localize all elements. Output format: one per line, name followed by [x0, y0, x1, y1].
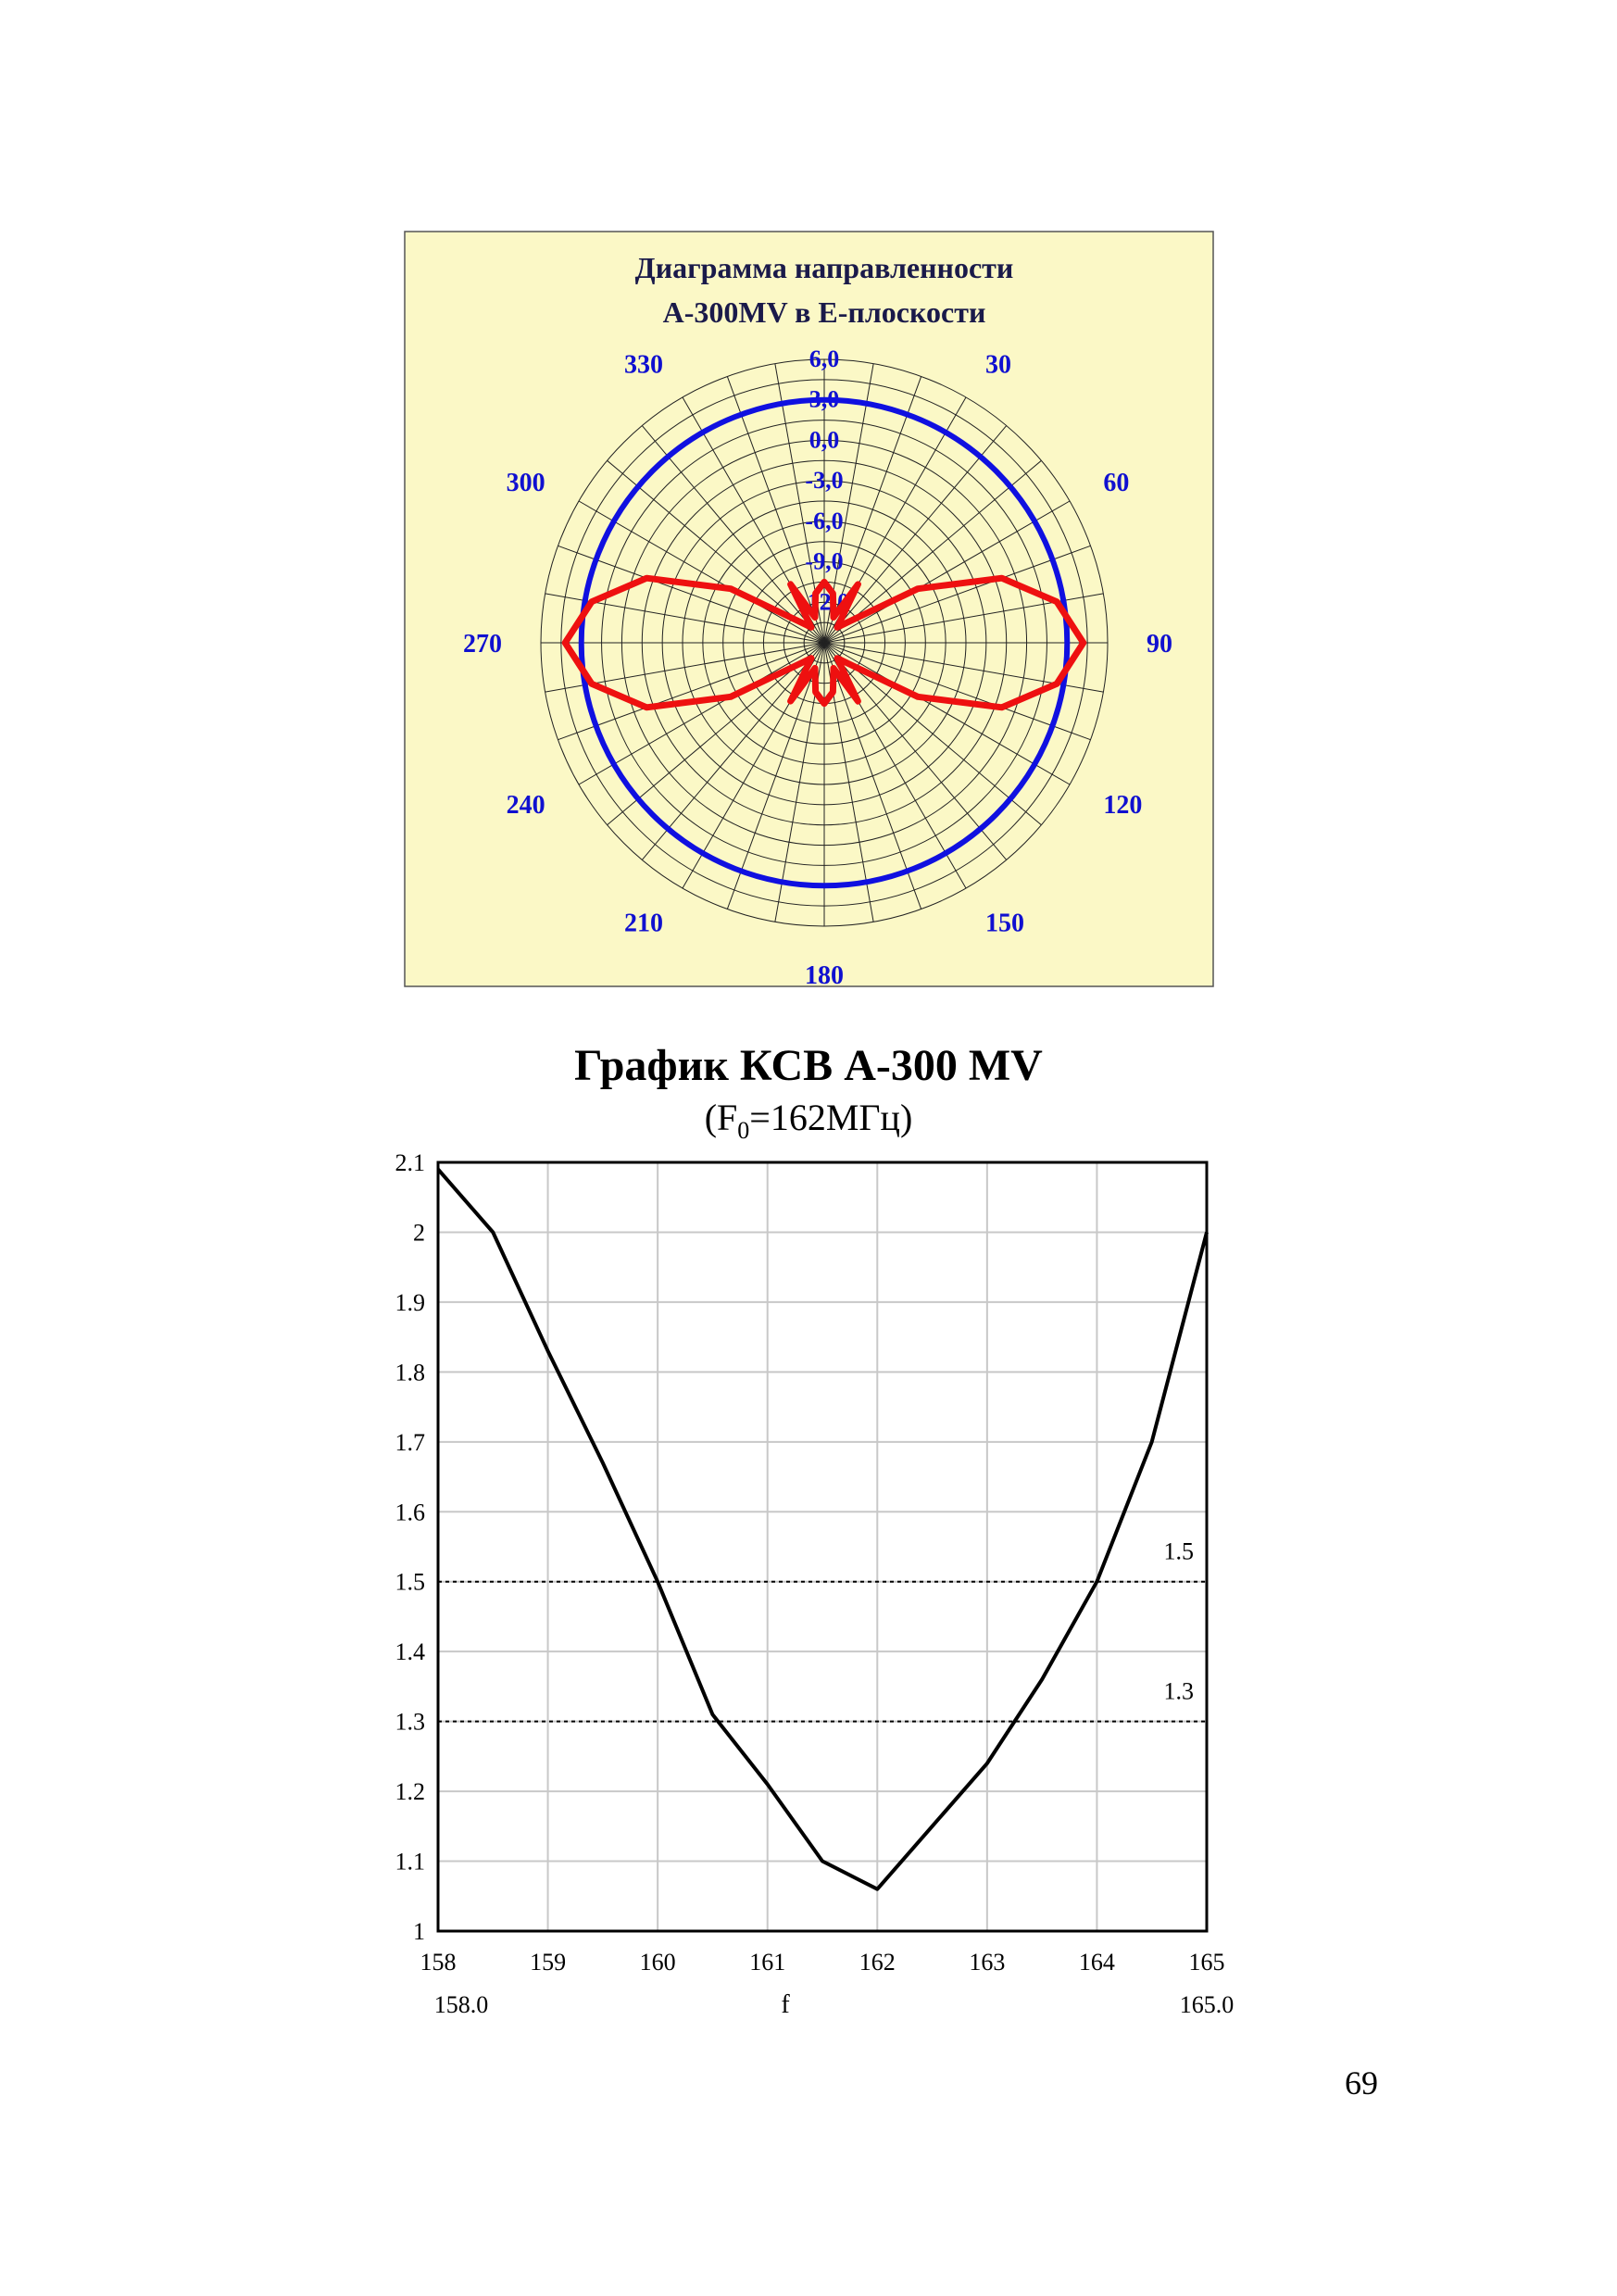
vswr-x-tick-label: 160	[640, 1949, 676, 1976]
polar-spoke	[823, 459, 1042, 644]
vswr-y-tick-label: 1	[413, 1918, 425, 1945]
vswr-x-tick-label: 161	[749, 1949, 785, 1976]
polar-series-line-1	[561, 574, 1087, 711]
polar-chart: Диаграмма направленности A-300MV в E-плос…	[404, 231, 1214, 990]
vswr-reference-label: 1.3	[1164, 1678, 1195, 1705]
vswr-x-tick-label: 159	[530, 1949, 566, 1976]
polar-radial-label: 6,0	[809, 345, 840, 372]
polar-spoke	[607, 459, 825, 644]
polar-chart-subtitle: A-300MV в E-плоскости	[663, 295, 986, 329]
polar-spoke	[823, 425, 1008, 644]
vswr-chart-title: График КСВ А-300 MV	[574, 1041, 1043, 1090]
polar-radial-label: -3,0	[805, 467, 843, 494]
polar-radial-label: -6,0	[805, 508, 843, 534]
page-number: 69	[1345, 2064, 1378, 2102]
vswr-chart-subtitle: (F0=162МГц)	[0, 1096, 1617, 1145]
polar-angle-label: 90	[1147, 630, 1172, 659]
polar-spoke	[558, 642, 825, 741]
subtitle-main: (F	[704, 1097, 738, 1138]
polar-spoke	[823, 642, 1091, 741]
polar-spoke	[823, 642, 1071, 785]
vswr-y-tick-label: 1.1	[395, 1849, 426, 1876]
vswr-reference-label: 1.5	[1164, 1538, 1195, 1565]
vswr-x-tick-label: 165	[1189, 1949, 1225, 1976]
polar-angle-label: 330	[624, 351, 663, 380]
polar-angle-label: 30	[985, 351, 1011, 380]
vswr-y-tick-label: 1.9	[395, 1289, 426, 1316]
vswr-x-tick-label: 164	[1079, 1949, 1115, 1976]
polar-spoke	[607, 642, 825, 826]
polar-angle-label: 120	[1103, 791, 1142, 820]
polar-spoke	[558, 545, 825, 644]
polar-angle-label: 180	[805, 961, 844, 990]
vswr-x-axis-label: f	[781, 1990, 790, 2019]
polar-radial-label: 0,0	[809, 426, 840, 453]
vswr-x-tick-label: 163	[969, 1949, 1005, 1976]
polar-angle-label: 60	[1103, 469, 1129, 497]
vswr-y-tick-label: 1.7	[395, 1429, 426, 1456]
polar-spoke	[726, 642, 825, 910]
polar-spoke	[823, 545, 1091, 644]
vswr-plot-area	[438, 1162, 1207, 1931]
polar-spoke	[823, 500, 1071, 644]
polar-angle-label: 150	[985, 909, 1024, 937]
vswr-y-tick-label: 1.6	[395, 1499, 426, 1525]
vswr-series-line	[436, 1168, 1209, 1891]
polar-spoke	[823, 642, 922, 910]
polar-angle-label: 210	[624, 909, 663, 937]
polar-spoke	[726, 376, 825, 644]
polar-angle-label: 240	[507, 791, 545, 820]
polar-spoke	[578, 500, 825, 644]
polar-spoke	[823, 642, 1042, 826]
polar-spoke	[641, 642, 825, 860]
polar-spoke	[823, 642, 1008, 860]
vswr-plot-frame	[436, 1161, 1209, 1933]
vswr-y-tick-label: 1.4	[395, 1638, 426, 1665]
vswr-y-tick-label: 1.5	[395, 1569, 426, 1596]
vswr-y-tick-label: 1.2	[395, 1778, 426, 1805]
vswr-y-tick-label: 2	[413, 1219, 425, 1246]
polar-series-line-0	[578, 396, 1071, 889]
polar-angle-label: 270	[463, 630, 502, 659]
subtitle-rest: =162МГц)	[749, 1097, 913, 1138]
vswr-x-tick-label: 162	[859, 1949, 896, 1976]
polar-angle-label: 300	[507, 469, 545, 497]
polar-spoke	[641, 425, 825, 644]
polar-spoke	[578, 642, 825, 785]
vswr-x-end-label: 165.0	[1180, 1991, 1235, 2018]
vswr-y-tick-label: 2.1	[395, 1149, 426, 1176]
vswr-x-start-label: 158.0	[434, 1991, 489, 2018]
subtitle-subscript: 0	[737, 1117, 750, 1144]
polar-spoke	[823, 376, 922, 644]
vswr-x-tick-label: 158	[420, 1949, 457, 1976]
vswr-y-tick-label: 1.8	[395, 1359, 426, 1386]
vswr-y-tick-label: 1.3	[395, 1709, 426, 1736]
polar-radial-label: -9,0	[805, 548, 843, 575]
polar-chart-title: Диаграмма направленности	[635, 251, 1014, 284]
